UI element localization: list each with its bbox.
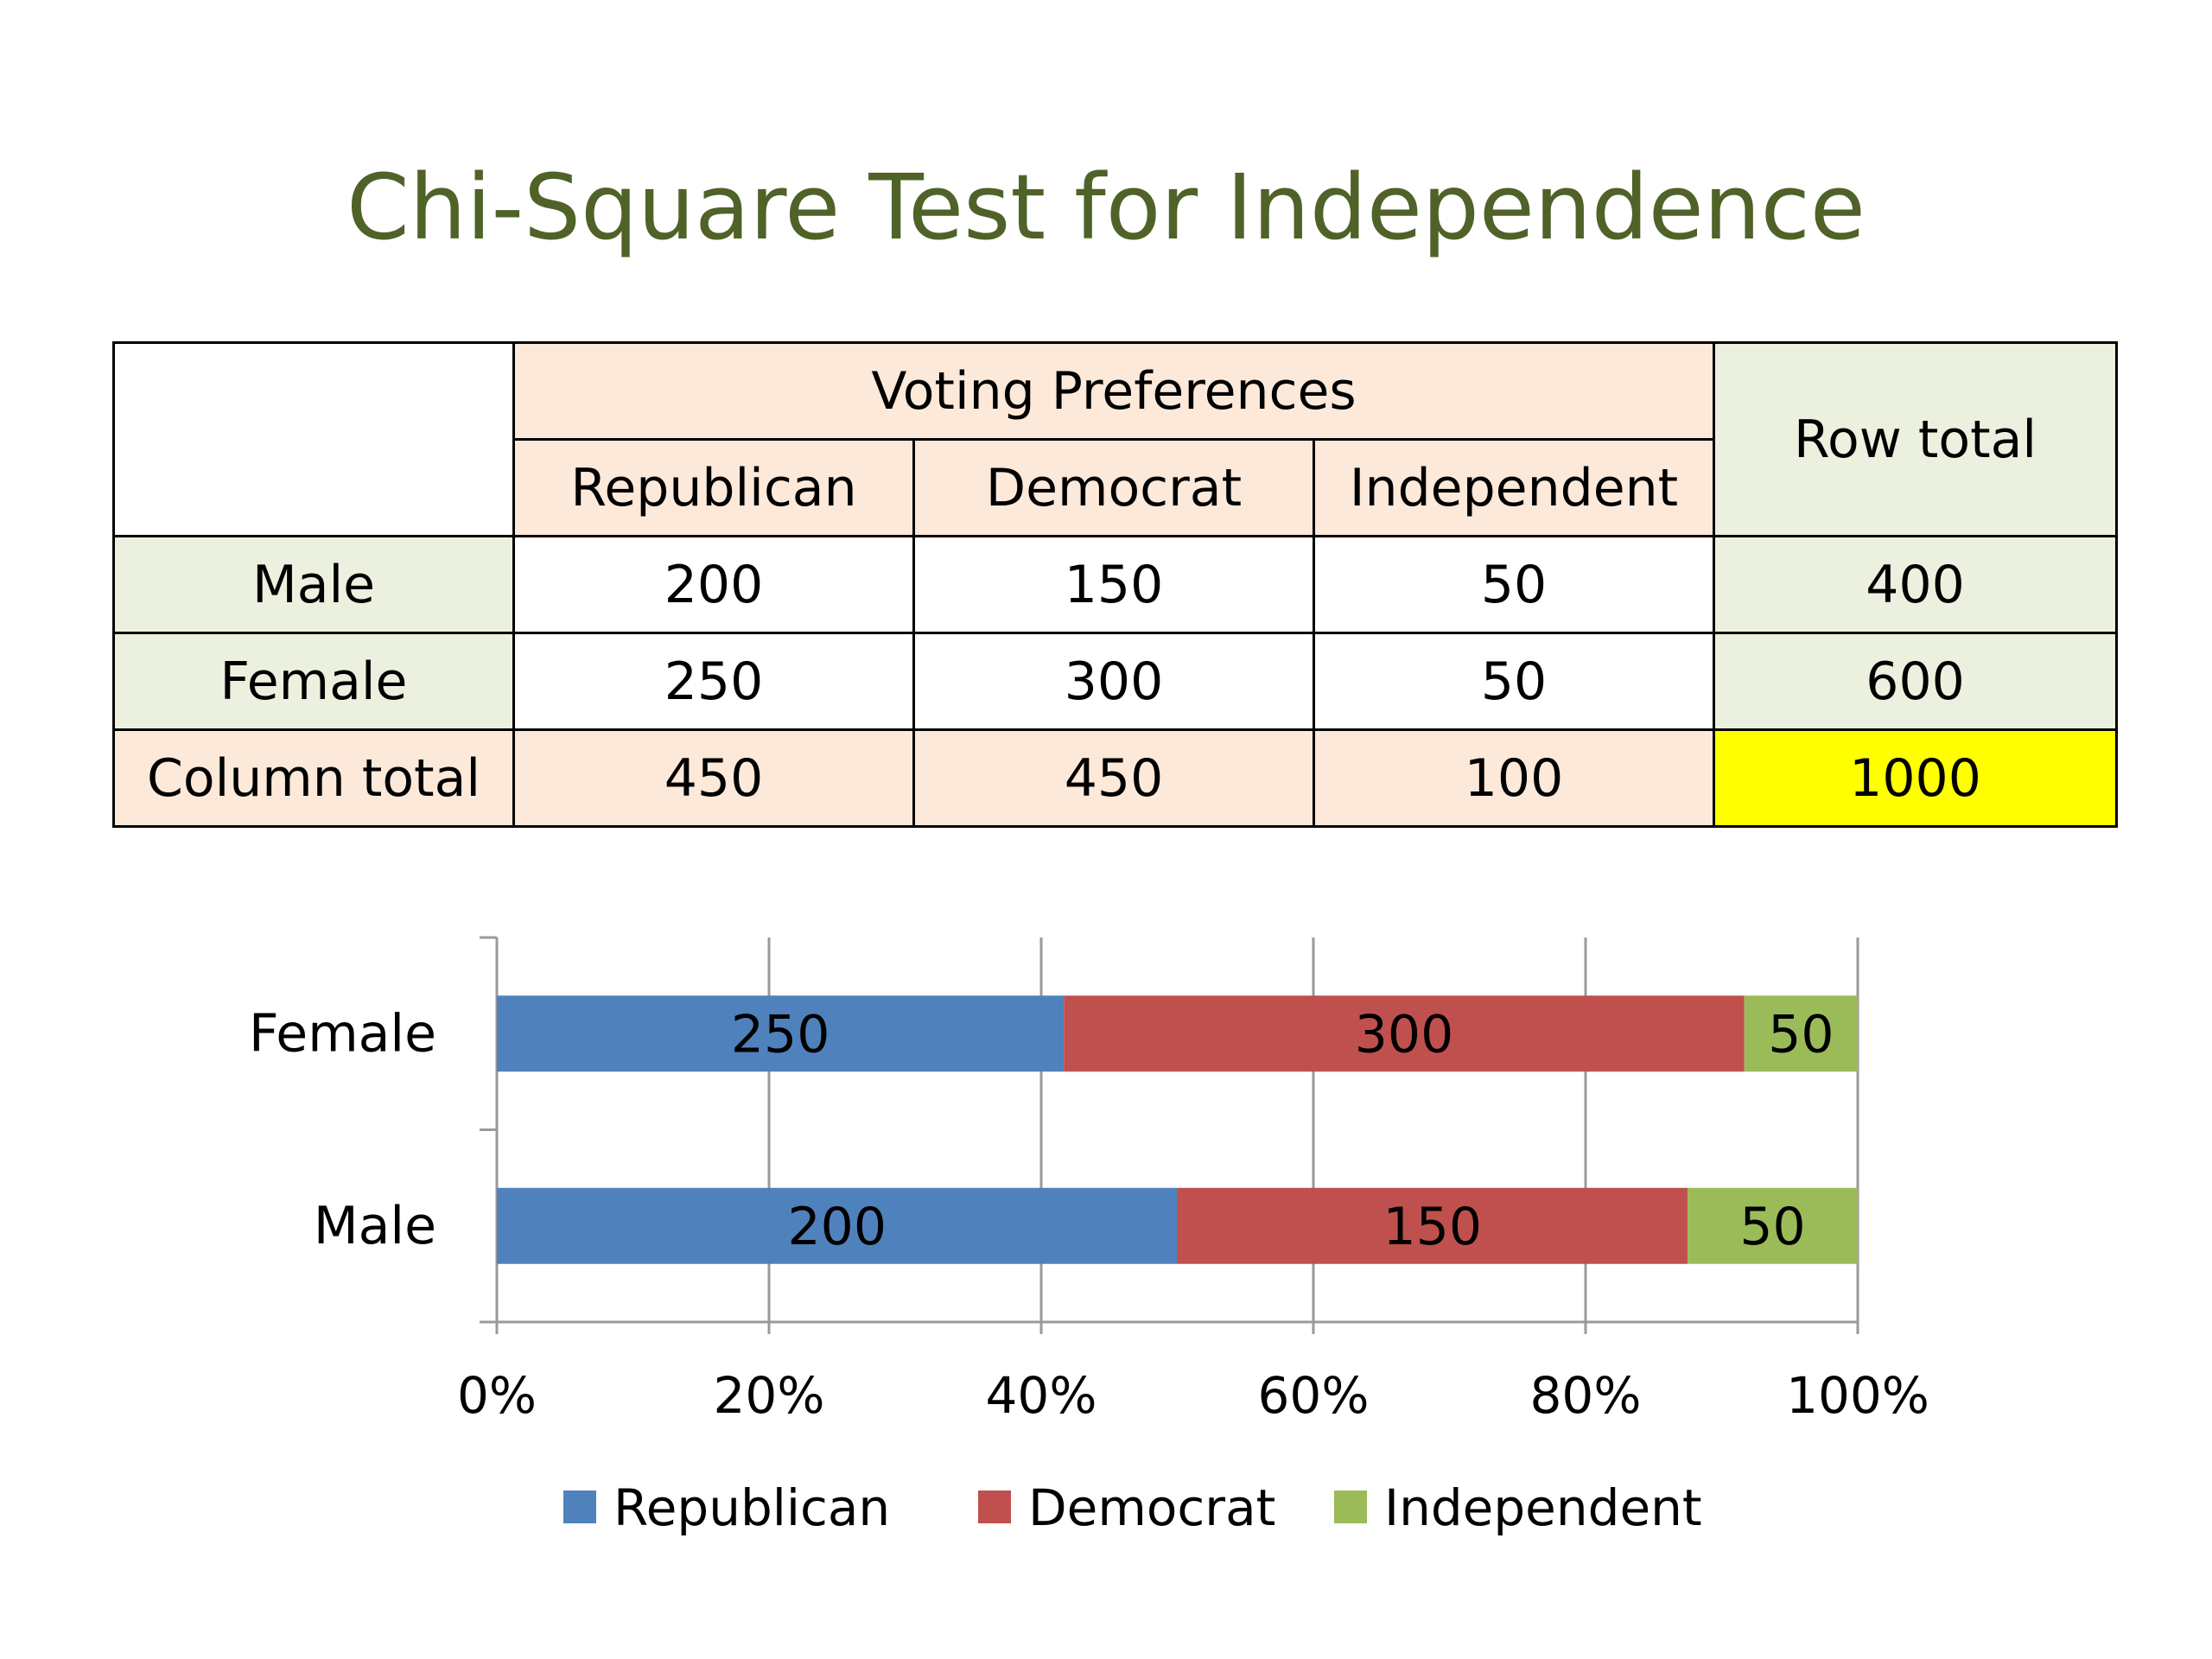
bar-female-independent (1744, 995, 1858, 1072)
data-label: 150 (1383, 1197, 1483, 1257)
bar-female-democrat (1064, 995, 1745, 1072)
legend-label-democrat: Democrat (1028, 1478, 1275, 1537)
column-total-democrat: 450 (912, 728, 1315, 828)
data-label: 250 (731, 1004, 830, 1065)
table-row-male: Male 200 150 50 400 (112, 535, 2119, 634)
column-header-republican: Republican (512, 438, 915, 537)
cell-female-independent: 50 (1312, 632, 1716, 731)
data-label: 50 (1768, 1004, 1834, 1065)
row-total-female: 600 (1713, 632, 2119, 731)
cell-female-democrat: 300 (912, 632, 1315, 731)
row-total-header: Row total (1713, 341, 2119, 537)
bar-male-republican (497, 1187, 1178, 1264)
data-label: 300 (1355, 1004, 1454, 1065)
cell-female-republican: 250 (512, 632, 915, 731)
cell-male-independent: 50 (1312, 535, 1716, 634)
data-label: 50 (1739, 1197, 1805, 1257)
column-total-republican: 450 (512, 728, 915, 828)
x-tick-label: 20% (714, 1366, 825, 1425)
x-tick-label: 80% (1530, 1366, 1642, 1425)
column-total-independent: 100 (1312, 728, 1716, 828)
column-header-democrat: Democrat (912, 438, 1315, 537)
bar-male-democrat (1177, 1187, 1688, 1264)
legend-swatch-independent (1334, 1491, 1367, 1523)
category-label-male: Male (314, 1196, 436, 1256)
legend-swatch-republican (563, 1491, 596, 1523)
data-label: 200 (787, 1197, 887, 1257)
stacked-bar-chart: 0% 20% 40% 60% 80% 100% Male 200 150 50 Female 250 3… (249, 936, 1929, 1537)
legend-swatch-democrat (978, 1491, 1011, 1523)
x-tick-label: 0% (457, 1366, 537, 1425)
row-label-column-total: Column total (112, 728, 515, 828)
bar-male-independent (1688, 1187, 1858, 1264)
bar-female-republican (497, 995, 1065, 1072)
table-header-row: Voting Preferences Row total (112, 341, 2119, 537)
table-subheader-row: Republican Democrat Independent (114, 438, 2117, 537)
row-label-female: Female (112, 632, 515, 731)
x-tick-label: 60% (1258, 1366, 1370, 1425)
grand-total: 1000 (1713, 728, 2119, 828)
category-label-female: Female (249, 1003, 436, 1064)
contingency-table: Voting Preferences Row total Republican … (112, 341, 2119, 828)
legend-label-republican: Republican (613, 1478, 890, 1537)
legend-label-independent: Independent (1384, 1478, 1702, 1537)
slide-title: Chi-Square Test for Independence (346, 155, 1866, 260)
cell-male-republican: 200 (512, 535, 915, 634)
column-header-independent: Independent (1312, 438, 1716, 537)
table-corner-cell (112, 341, 515, 537)
table-row-female: Female 250 300 50 600 (112, 632, 2119, 731)
x-tick-label: 100% (1786, 1366, 1929, 1425)
voting-preferences-header: Voting Preferences (512, 341, 1716, 441)
x-tick-label: 40% (986, 1366, 1097, 1425)
row-total-male: 400 (1713, 535, 2119, 634)
row-label-male: Male (112, 535, 515, 634)
table-row-column-total: Column total 450 450 100 1000 (112, 728, 2119, 828)
cell-male-democrat: 150 (912, 535, 1315, 634)
